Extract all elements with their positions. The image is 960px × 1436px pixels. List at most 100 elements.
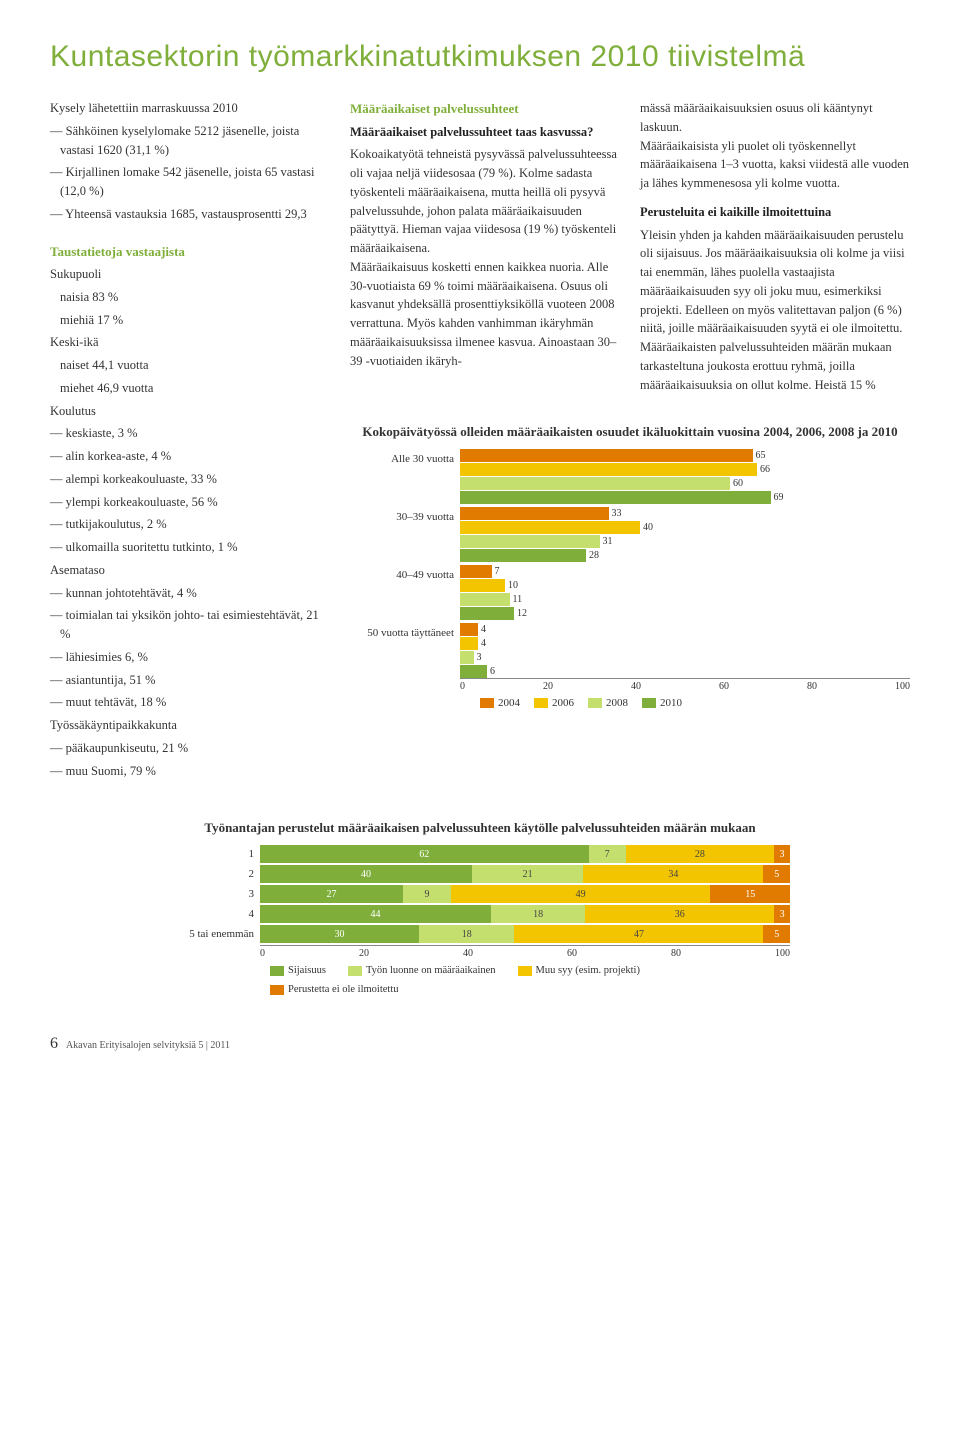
legend-swatch: [348, 966, 362, 976]
legend-swatch: [518, 966, 532, 976]
legend-swatch: [270, 985, 284, 995]
legend-swatch: [588, 698, 602, 708]
chart2-row-label: 1: [170, 848, 260, 860]
column-3: mässä määräaikaisuuksien osuus oli käänt…: [640, 99, 910, 398]
chart2-row-label: 3: [170, 888, 260, 900]
asemataso-item: — toimialan tai yksikön johto- tai esimi…: [50, 606, 330, 644]
chart1-bar-value: 6: [490, 666, 495, 677]
sukupuoli-item: miehiä 17 %: [50, 311, 330, 330]
chart1-bar: [460, 579, 505, 592]
col2-body: Kokoaikatyötä tehneistä pysyvässä palvel…: [350, 145, 620, 370]
column-2: Määräaikaiset palvelussuhteet Määräaikai…: [350, 99, 620, 398]
sukupuoli-heading: Sukupuoli: [50, 265, 330, 284]
legend-label: 2004: [498, 697, 520, 709]
tyossa-item: — muu Suomi, 79 %: [50, 762, 330, 781]
chart1-row-label: Alle 30 vuotta: [350, 449, 460, 465]
chart2-segment: 62: [260, 845, 589, 863]
asemataso-item: — kunnan johtotehtävät, 4 %: [50, 584, 330, 603]
legend-swatch: [642, 698, 656, 708]
chart2-legend-item: Sijaisuus: [270, 965, 326, 976]
koulutus-item: — keskiaste, 3 %: [50, 424, 330, 443]
koulutus-item: — tutkijakoulutus, 2 %: [50, 515, 330, 534]
chart1-bar: [460, 651, 474, 664]
chart1-bar: [460, 449, 753, 462]
chart-1-title: Kokopäivätyössä olleiden määräaikaisten …: [350, 423, 910, 441]
chart1-bar-value: 31: [603, 536, 613, 547]
koulutus-item: — alin korkea-aste, 4 %: [50, 447, 330, 466]
chart1-bar: [460, 491, 771, 504]
chart2-segment: 40: [260, 865, 472, 883]
chart1-bar: [460, 507, 609, 520]
legend-label: Muu syy (esim. projekti): [536, 965, 640, 976]
sukupuoli-item: naisia 83 %: [50, 288, 330, 307]
chart2-segment: 34: [583, 865, 763, 883]
chart2-row-label: 4: [170, 908, 260, 920]
keski-item: miehet 46,9 vuotta: [50, 379, 330, 398]
chart2-segment: 5: [763, 925, 790, 943]
chart1-bar: [460, 463, 757, 476]
chart1-bar: [460, 593, 510, 606]
page-title: Kuntasektorin työmarkkinatutkimuksen 201…: [50, 40, 910, 74]
chart1-row-label: 40–49 vuotta: [350, 565, 460, 581]
chart1-axis-tick: 60: [719, 681, 729, 692]
asemataso-heading: Asemataso: [50, 561, 330, 580]
chart1-row-label: 30–39 vuotta: [350, 507, 460, 523]
chart2-row-label: 2: [170, 868, 260, 880]
keski-heading: Keski-ikä: [50, 333, 330, 352]
chart2-axis-tick: 40: [463, 948, 473, 959]
chart1-bar: [460, 637, 478, 650]
legend-swatch: [480, 698, 494, 708]
chart2-segment: 3: [774, 845, 790, 863]
chart2-row: 32794915: [170, 885, 790, 903]
chart1-bar-value: 66: [760, 464, 770, 475]
chart1-bar-value: 40: [643, 522, 653, 533]
intro-lead: Kysely lähetettiin marraskuussa 2010: [50, 99, 330, 118]
chart1-bar: [460, 607, 514, 620]
legend-label: 2006: [552, 697, 574, 709]
chart2-segment: 7: [589, 845, 626, 863]
col3-p1: mässä määräaikaisuuksien osuus oli käänt…: [640, 99, 910, 193]
chart2-axis-tick: 80: [671, 948, 681, 959]
chart2-legend-item: Työn luonne on määräaikainen: [348, 965, 496, 976]
chart-2-title: Työnantajan perustelut määräaikaisen pal…: [50, 819, 910, 837]
legend-label: 2010: [660, 697, 682, 709]
chart1-legend-item: 2004: [480, 697, 520, 709]
chart1-bar: [460, 665, 487, 678]
chart1-axis-tick: 100: [895, 681, 910, 692]
chart1-bar-value: 7: [495, 566, 500, 577]
chart2-axis-tick: 20: [359, 948, 369, 959]
legend-swatch: [270, 966, 284, 976]
chart2-axis-tick: 0: [260, 948, 265, 959]
chart1-bar: [460, 549, 586, 562]
intro-item: — Yhteensä vastauksia 1685, vastausprose…: [50, 205, 330, 224]
legend-label: Perustetta ei ole ilmoitettu: [288, 984, 399, 995]
chart1-bar: [460, 623, 478, 636]
chart1-bar-value: 4: [481, 624, 486, 635]
chart1-axis-tick: 80: [807, 681, 817, 692]
chart2-row-label: 5 tai enemmän: [170, 928, 260, 940]
chart1-legend-item: 2010: [642, 697, 682, 709]
chart2-segment: 44: [260, 905, 491, 923]
chart1-axis-tick: 20: [543, 681, 553, 692]
col3-heading: Perusteluita ei kaikille ilmoitettuina: [640, 203, 910, 222]
chart2-legend-item: Perustetta ei ole ilmoitettu: [270, 984, 399, 995]
chart1-bar-value: 10: [508, 580, 518, 591]
chart2-segment: 9: [403, 885, 451, 903]
chart1-bar-value: 11: [513, 594, 523, 605]
chart2-segment: 18: [491, 905, 585, 923]
chart2-segment: 21: [472, 865, 583, 883]
chart1-row-label: 50 vuotta täyttäneet: [350, 623, 460, 639]
chart1-axis-tick: 0: [460, 681, 465, 692]
koulutus-heading: Koulutus: [50, 402, 330, 421]
chart1-row: 50 vuotta täyttäneet4436: [350, 623, 910, 678]
legend-label: Sijaisuus: [288, 965, 326, 976]
chart1-bar: [460, 477, 730, 490]
koulutus-item: — ylempi korkeakouluaste, 56 %: [50, 493, 330, 512]
chart1-bar-value: 3: [477, 652, 482, 663]
keski-item: naiset 44,1 vuotta: [50, 356, 330, 375]
chart2-segment: 28: [626, 845, 774, 863]
section-heading: Taustatietoja vastaajista: [50, 242, 330, 262]
koulutus-item: — ulkomailla suoritettu tutkinto, 1 %: [50, 538, 330, 557]
col3-p2: Yleisin yhden ja kahden määräaikaisuuden…: [640, 226, 910, 395]
chart2-segment: 30: [260, 925, 419, 943]
